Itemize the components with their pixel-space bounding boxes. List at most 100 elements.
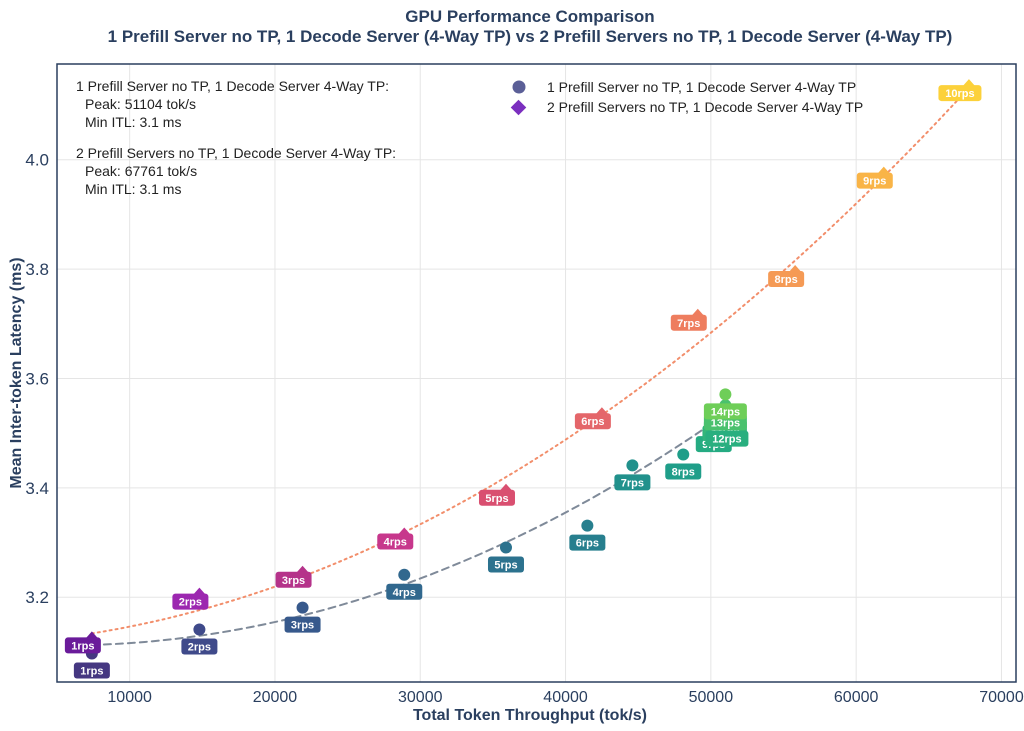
chart-title: GPU Performance Comparison	[405, 7, 654, 26]
data-label: 2rps	[172, 593, 209, 610]
data-label-box	[705, 430, 749, 447]
data-label-text: 10rps	[945, 88, 974, 100]
data-label-text: 7rps	[621, 477, 644, 489]
data-label: 9rps	[856, 172, 893, 189]
stats-header-1: 1 Prefill Server no TP, 1 Decode Server …	[76, 78, 389, 94]
data-label-box	[569, 534, 606, 551]
y-tick-label: 3.8	[25, 260, 49, 279]
data-label-text: 6rps	[576, 538, 599, 550]
x-tick-label: 30000	[398, 689, 443, 706]
data-point-circle	[398, 568, 411, 581]
data-label-text: 6rps	[581, 416, 604, 428]
stats-itl-1: Min ITL: 3.1 ms	[85, 114, 181, 130]
data-point-circle	[626, 459, 639, 472]
data-label-box	[938, 85, 982, 102]
data-label-box	[768, 271, 805, 288]
plot-frame	[56, 63, 1017, 683]
data-label: 5rps	[487, 556, 524, 573]
trend-line-2	[90, 86, 970, 635]
data-label: 1rps	[64, 637, 101, 654]
x-tick-label: 10000	[107, 689, 152, 706]
data-label-text: 1rps	[80, 666, 103, 678]
data-label: 8rps	[768, 271, 805, 288]
data-label: 2rps	[181, 638, 218, 655]
data-label-text: 3rps	[291, 620, 314, 632]
data-label-text: 2rps	[179, 597, 202, 609]
data-label-text: 3rps	[282, 575, 305, 587]
data-label-text: 4rps	[384, 537, 407, 549]
data-label: 10rps	[938, 85, 982, 102]
data-point-circle	[193, 623, 206, 636]
data-label: 5rps	[478, 489, 515, 506]
chart-subtitle: 1 Prefill Server no TP, 1 Decode Server …	[108, 27, 953, 46]
y-tick-label: 3.4	[25, 479, 49, 498]
data-label-box	[386, 583, 423, 600]
y-tick-label: 3.6	[25, 369, 49, 388]
data-point-circle	[581, 519, 594, 532]
data-label-text: 2rps	[188, 641, 211, 653]
stats-peak-1: Peak: 51104 tok/s	[85, 96, 196, 112]
data-label: 6rps	[574, 413, 611, 430]
x-tick-label: 60000	[834, 689, 879, 706]
data-label: 14rps	[703, 403, 747, 420]
data-label: 1rps	[73, 662, 110, 679]
data-point-circle	[499, 541, 512, 554]
x-tick-labels: 10000 20000 30000 40000 50000 60000 70000	[107, 689, 1023, 706]
x-tick-label: 70000	[979, 689, 1024, 706]
data-label-box	[856, 172, 893, 189]
data-point-circle	[677, 448, 690, 461]
x-tick-label: 40000	[543, 689, 588, 706]
data-label-box	[284, 616, 321, 633]
stats-itl-2: Min ITL: 3.1 ms	[85, 181, 181, 197]
data-label-text: 8rps	[775, 274, 798, 286]
data-label-box	[665, 463, 702, 480]
y-tick-labels: 3.2 3.4 3.6 3.8 4.0	[25, 151, 49, 608]
data-label-text: 8rps	[672, 466, 695, 478]
data-label-box	[377, 533, 414, 550]
grid	[57, 64, 1016, 682]
data-label: 7rps	[614, 474, 651, 491]
x-axis-label: Total Token Throughput (tok/s)	[413, 707, 647, 724]
data-label-text: 5rps	[494, 559, 517, 571]
data-point-circle	[296, 601, 309, 614]
legend-circle-icon	[512, 80, 526, 94]
data-label-text: 9rps	[863, 176, 886, 188]
data-label-box	[478, 489, 515, 506]
data-label-box	[703, 403, 747, 420]
data-point-circle	[719, 388, 732, 401]
data-label: 4rps	[386, 583, 423, 600]
legend-entry-1: 1 Prefill Server no TP, 1 Decode Server …	[547, 79, 856, 95]
legend-entry-2: 2 Prefill Servers no TP, 1 Decode Server…	[547, 99, 863, 115]
stats-peak-2: Peak: 67761 tok/s	[85, 163, 197, 179]
data-label-box	[73, 662, 110, 679]
legend-diamond-icon	[510, 99, 527, 116]
y-tick-label: 4.0	[25, 151, 49, 170]
data-label-text: 13rps	[711, 417, 740, 429]
data-labels: 1rps 2rps 3rps 4rps 5rps 6rps 7rps 8rps 9rps 10rp…	[64, 85, 982, 679]
data-label-box	[487, 556, 524, 573]
data-label-text: 4rps	[393, 587, 416, 599]
legend: 1 Prefill Server no TP, 1 Decode Server …	[510, 79, 863, 116]
data-label: 8rps	[665, 463, 702, 480]
data-label-text: 5rps	[485, 493, 508, 505]
data-label-text: 1rps	[71, 640, 94, 652]
data-label-text: 14rps	[711, 406, 740, 418]
data-label-box	[670, 314, 707, 331]
data-label: 3rps	[284, 616, 321, 633]
data-label: 12rps	[705, 430, 749, 447]
y-axis-label: Mean Inter-token Latency (ms)	[8, 257, 25, 488]
trend-lines	[90, 86, 970, 646]
data-label-box	[275, 571, 312, 588]
stats-box: 1 Prefill Server no TP, 1 Decode Server …	[76, 78, 396, 197]
x-tick-label: 20000	[253, 689, 298, 706]
data-label-box	[574, 413, 611, 430]
data-label: 6rps	[569, 534, 606, 551]
data-label-text: 7rps	[677, 318, 700, 330]
data-label: 3rps	[275, 571, 312, 588]
y-tick-label: 3.2	[25, 588, 49, 607]
data-label-box	[64, 637, 101, 654]
data-label-box	[181, 638, 218, 655]
data-label-text: 12rps	[712, 434, 741, 446]
data-label: 7rps	[670, 314, 707, 331]
